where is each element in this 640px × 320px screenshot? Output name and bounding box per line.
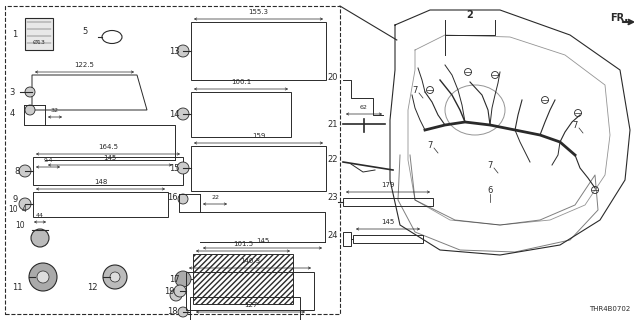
- Text: 9: 9: [13, 195, 18, 204]
- Bar: [343, 198, 433, 206]
- Circle shape: [19, 198, 31, 210]
- Text: 10: 10: [8, 205, 18, 214]
- Text: 127: 127: [244, 302, 257, 308]
- Text: 23: 23: [328, 193, 338, 202]
- Circle shape: [174, 285, 186, 297]
- Circle shape: [178, 307, 188, 317]
- Text: 145: 145: [256, 238, 269, 244]
- Text: 6: 6: [487, 186, 493, 195]
- Text: 7: 7: [412, 85, 418, 94]
- Text: 5: 5: [83, 27, 88, 36]
- Text: 32: 32: [51, 108, 59, 113]
- Text: 24: 24: [328, 230, 338, 239]
- Text: 22: 22: [328, 155, 338, 164]
- Text: 13: 13: [170, 46, 180, 55]
- Ellipse shape: [31, 229, 49, 247]
- Text: 62: 62: [360, 105, 368, 110]
- Bar: [353, 235, 423, 243]
- Text: 4: 4: [21, 205, 26, 214]
- Text: 100.1: 100.1: [231, 79, 251, 85]
- Bar: [33, 157, 183, 185]
- Bar: [191, 22, 326, 80]
- Text: 7: 7: [487, 161, 493, 170]
- Text: 18: 18: [168, 308, 178, 316]
- Text: 14: 14: [170, 109, 180, 118]
- Text: 145: 145: [381, 219, 395, 225]
- Text: 1: 1: [12, 29, 17, 38]
- Text: 179: 179: [381, 182, 395, 188]
- Bar: [193, 254, 293, 304]
- Text: 145: 145: [104, 155, 116, 161]
- Circle shape: [175, 271, 191, 287]
- Text: 8: 8: [15, 166, 20, 175]
- Text: 7: 7: [572, 121, 578, 130]
- Text: 3: 3: [10, 87, 15, 97]
- Text: 20: 20: [328, 73, 338, 82]
- Text: FR.: FR.: [610, 13, 628, 23]
- Bar: [5, 6, 340, 314]
- Circle shape: [170, 289, 182, 301]
- Circle shape: [177, 162, 189, 174]
- Text: 9.4: 9.4: [44, 158, 52, 163]
- Text: 17: 17: [170, 275, 180, 284]
- Text: 140.3: 140.3: [240, 258, 260, 264]
- Circle shape: [25, 105, 35, 115]
- Text: 4: 4: [10, 108, 15, 117]
- Text: 11: 11: [13, 283, 23, 292]
- Circle shape: [177, 108, 189, 120]
- Bar: [190, 297, 300, 320]
- Circle shape: [177, 45, 189, 57]
- Bar: [25, 18, 53, 50]
- Text: 16: 16: [168, 193, 178, 202]
- Ellipse shape: [29, 263, 57, 291]
- Text: 12: 12: [88, 283, 98, 292]
- Text: THR4B0702: THR4B0702: [589, 306, 630, 312]
- Text: 7: 7: [428, 140, 433, 149]
- Text: 22: 22: [211, 195, 219, 200]
- Circle shape: [25, 87, 35, 97]
- Text: 148: 148: [94, 179, 107, 185]
- Text: 44: 44: [36, 213, 44, 218]
- Text: 101.5: 101.5: [233, 241, 253, 247]
- Circle shape: [178, 194, 188, 204]
- Text: 10: 10: [15, 220, 25, 229]
- Text: 21: 21: [328, 119, 338, 129]
- Bar: [186, 272, 314, 310]
- Ellipse shape: [110, 272, 120, 282]
- Bar: [343, 232, 351, 246]
- Text: 122.5: 122.5: [75, 62, 95, 68]
- Text: 159: 159: [252, 133, 265, 139]
- Circle shape: [19, 165, 31, 177]
- Bar: [191, 92, 291, 137]
- Text: 155.3: 155.3: [248, 9, 269, 15]
- Bar: [33, 192, 168, 217]
- Text: 15: 15: [170, 164, 180, 172]
- Text: 164.5: 164.5: [98, 144, 118, 150]
- Ellipse shape: [37, 271, 49, 283]
- Text: 19: 19: [164, 286, 175, 295]
- Ellipse shape: [103, 265, 127, 289]
- Text: 2: 2: [467, 10, 474, 20]
- Text: Ø13: Ø13: [33, 39, 45, 44]
- Bar: [191, 146, 326, 191]
